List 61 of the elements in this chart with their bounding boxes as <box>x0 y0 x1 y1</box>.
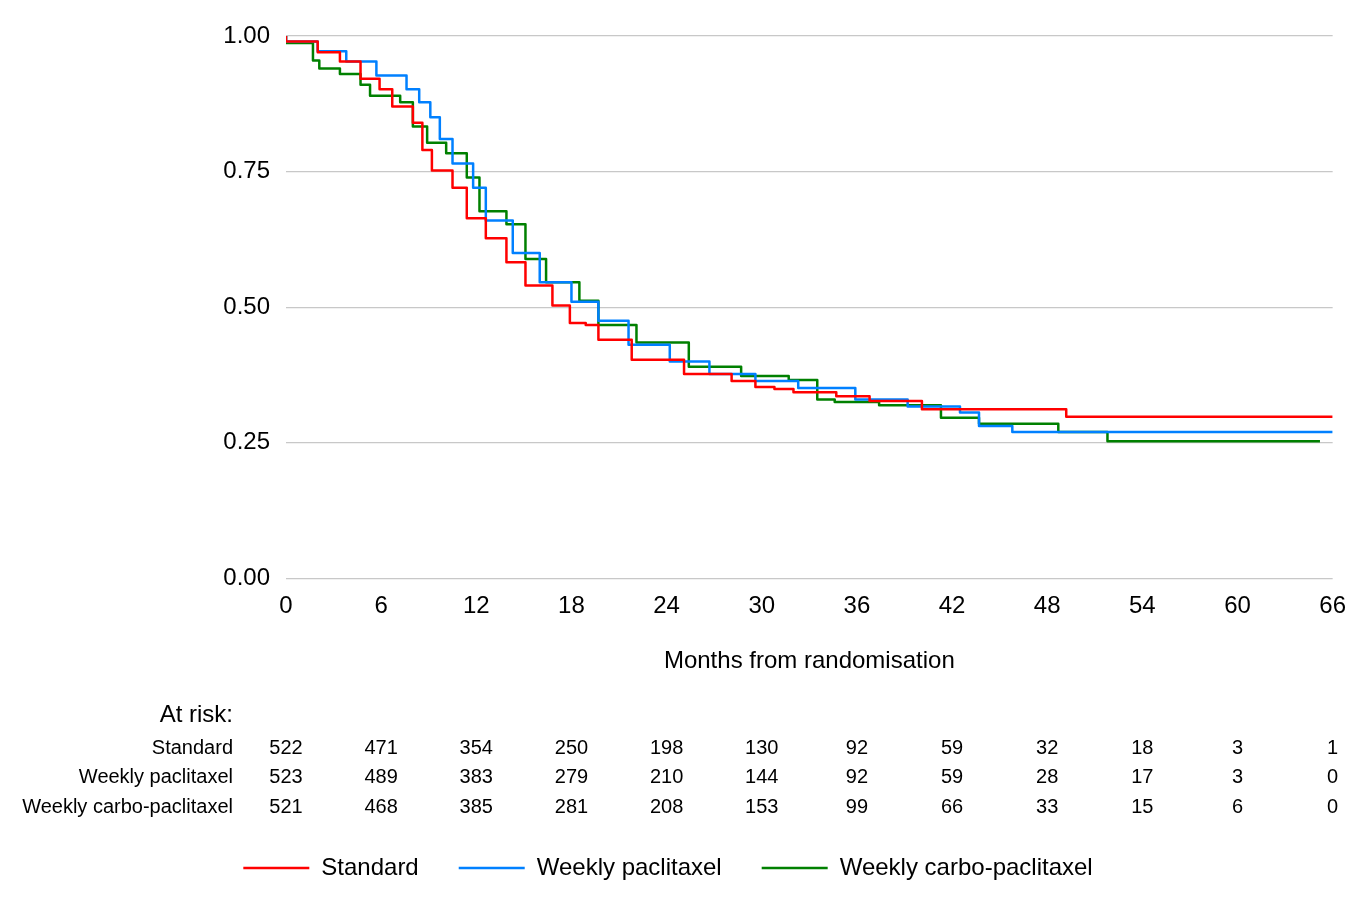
x-tick-label: 18 <box>558 591 585 619</box>
x-tick-label: 24 <box>653 591 680 619</box>
legend-label: Weekly paclitaxel <box>536 852 722 880</box>
text: 471 <box>364 735 398 758</box>
x-tick-label: 6 <box>374 591 388 619</box>
x-tick-label: 54 <box>1129 591 1156 619</box>
text: 468 <box>364 794 398 817</box>
text: 18 <box>1131 735 1154 758</box>
x-tick-label: 42 <box>938 591 966 619</box>
y-tick-label: 0.75 <box>223 156 270 184</box>
text: 144 <box>745 765 779 788</box>
text: 17 <box>1131 765 1154 788</box>
text: 354 <box>459 735 493 758</box>
text: 92 <box>845 735 869 758</box>
x-tick-label: 60 <box>1224 591 1251 619</box>
text: 281 <box>554 794 589 817</box>
text: 130 <box>745 735 779 758</box>
text: 99 <box>845 794 869 817</box>
text: 0 <box>1327 794 1339 817</box>
x-tick-label: 36 <box>843 591 871 619</box>
text: 208 <box>649 794 684 817</box>
text: 489 <box>364 765 398 788</box>
text: 1 <box>1327 735 1339 758</box>
text: Standard <box>151 735 233 758</box>
text: 32 <box>1036 735 1059 758</box>
text: 59 <box>940 765 964 788</box>
text: 3 <box>1231 765 1244 788</box>
text: 0 <box>1327 765 1339 788</box>
text: 15 <box>1131 794 1154 817</box>
text: 523 <box>269 765 303 788</box>
text: At risk: <box>159 699 233 727</box>
text: 33 <box>1036 794 1059 817</box>
text: 92 <box>845 765 869 788</box>
text: Weekly carbo-paclitaxel <box>22 794 233 817</box>
x-tick-label: 66 <box>1319 591 1346 619</box>
text: 210 <box>649 765 684 788</box>
text: 28 <box>1036 765 1059 788</box>
x-tick-label: 0 <box>279 591 293 619</box>
text: 521 <box>269 794 303 817</box>
text: 66 <box>940 794 964 817</box>
text: 385 <box>459 794 493 817</box>
text: 6 <box>1231 794 1244 817</box>
y-tick-label: 0.25 <box>223 427 270 455</box>
text: 59 <box>940 735 964 758</box>
text: Weekly paclitaxel <box>78 765 233 788</box>
legend-label: Standard <box>321 852 419 880</box>
x-tick-label: 12 <box>462 591 490 619</box>
y-tick-label: 1.00 <box>223 20 270 48</box>
y-tick-label: 0.50 <box>223 291 270 319</box>
text: 522 <box>269 735 303 758</box>
text: 3 <box>1231 735 1244 758</box>
x-tick-label: 48 <box>1033 591 1061 619</box>
text: 198 <box>649 735 684 758</box>
y-tick-label: 0.00 <box>223 563 270 591</box>
x-axis-title: Months from randomisation <box>663 646 955 674</box>
x-tick-label: 30 <box>748 591 776 619</box>
legend-label: Weekly carbo-paclitaxel <box>839 852 1093 880</box>
text: 153 <box>745 794 779 817</box>
text: 250 <box>554 735 589 758</box>
text: 383 <box>459 765 493 788</box>
text: 279 <box>554 765 589 788</box>
